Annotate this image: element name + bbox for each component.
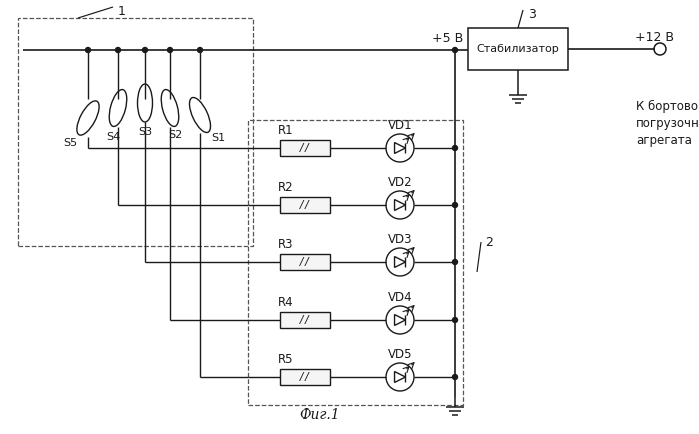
Bar: [18, 18, 253, 246]
Circle shape: [452, 203, 458, 207]
Text: R4: R4: [278, 296, 294, 309]
Text: R5: R5: [278, 353, 294, 366]
Circle shape: [143, 47, 147, 53]
Circle shape: [452, 318, 458, 322]
Text: +12 В: +12 В: [635, 31, 674, 44]
Polygon shape: [394, 372, 405, 382]
Text: 2: 2: [485, 236, 493, 249]
Circle shape: [452, 145, 458, 151]
Text: S5: S5: [63, 138, 77, 148]
Text: //: //: [298, 315, 311, 325]
Circle shape: [115, 47, 120, 53]
Text: S1: S1: [211, 133, 225, 143]
Circle shape: [198, 47, 203, 53]
Text: VD4: VD4: [388, 291, 412, 304]
Bar: [280, 140, 330, 156]
Polygon shape: [394, 256, 405, 267]
Text: VD3: VD3: [388, 233, 412, 246]
Text: R2: R2: [278, 181, 294, 194]
Bar: [280, 197, 330, 213]
Bar: [280, 312, 330, 328]
Text: Фиг.1: Фиг.1: [299, 408, 340, 422]
Text: //: //: [298, 200, 311, 210]
Text: VD1: VD1: [388, 119, 412, 132]
Text: S2: S2: [168, 130, 182, 140]
Text: 3: 3: [528, 8, 536, 21]
Text: Стабилизатор: Стабилизатор: [477, 44, 559, 54]
Circle shape: [452, 260, 458, 264]
Polygon shape: [394, 315, 405, 326]
Text: 1: 1: [118, 5, 126, 18]
Text: +5 В: +5 В: [432, 32, 463, 45]
Text: //: //: [298, 372, 311, 382]
Text: К бортовой сети
погрузочного
агрегата: К бортовой сети погрузочного агрегата: [636, 100, 699, 147]
Text: S3: S3: [138, 127, 152, 137]
Text: VD2: VD2: [388, 176, 412, 189]
Text: S4: S4: [106, 132, 120, 142]
Text: R1: R1: [278, 124, 294, 137]
Text: //: //: [298, 257, 311, 267]
Circle shape: [168, 47, 173, 53]
Bar: [280, 369, 330, 385]
Bar: [468, 28, 568, 70]
Circle shape: [452, 375, 458, 379]
Circle shape: [452, 47, 458, 53]
Polygon shape: [394, 200, 405, 210]
Text: //: //: [298, 143, 311, 153]
Bar: [280, 254, 330, 270]
Polygon shape: [394, 142, 405, 154]
Circle shape: [85, 47, 90, 53]
Text: R3: R3: [278, 238, 294, 251]
Bar: [248, 120, 463, 405]
Text: VD5: VD5: [388, 348, 412, 361]
